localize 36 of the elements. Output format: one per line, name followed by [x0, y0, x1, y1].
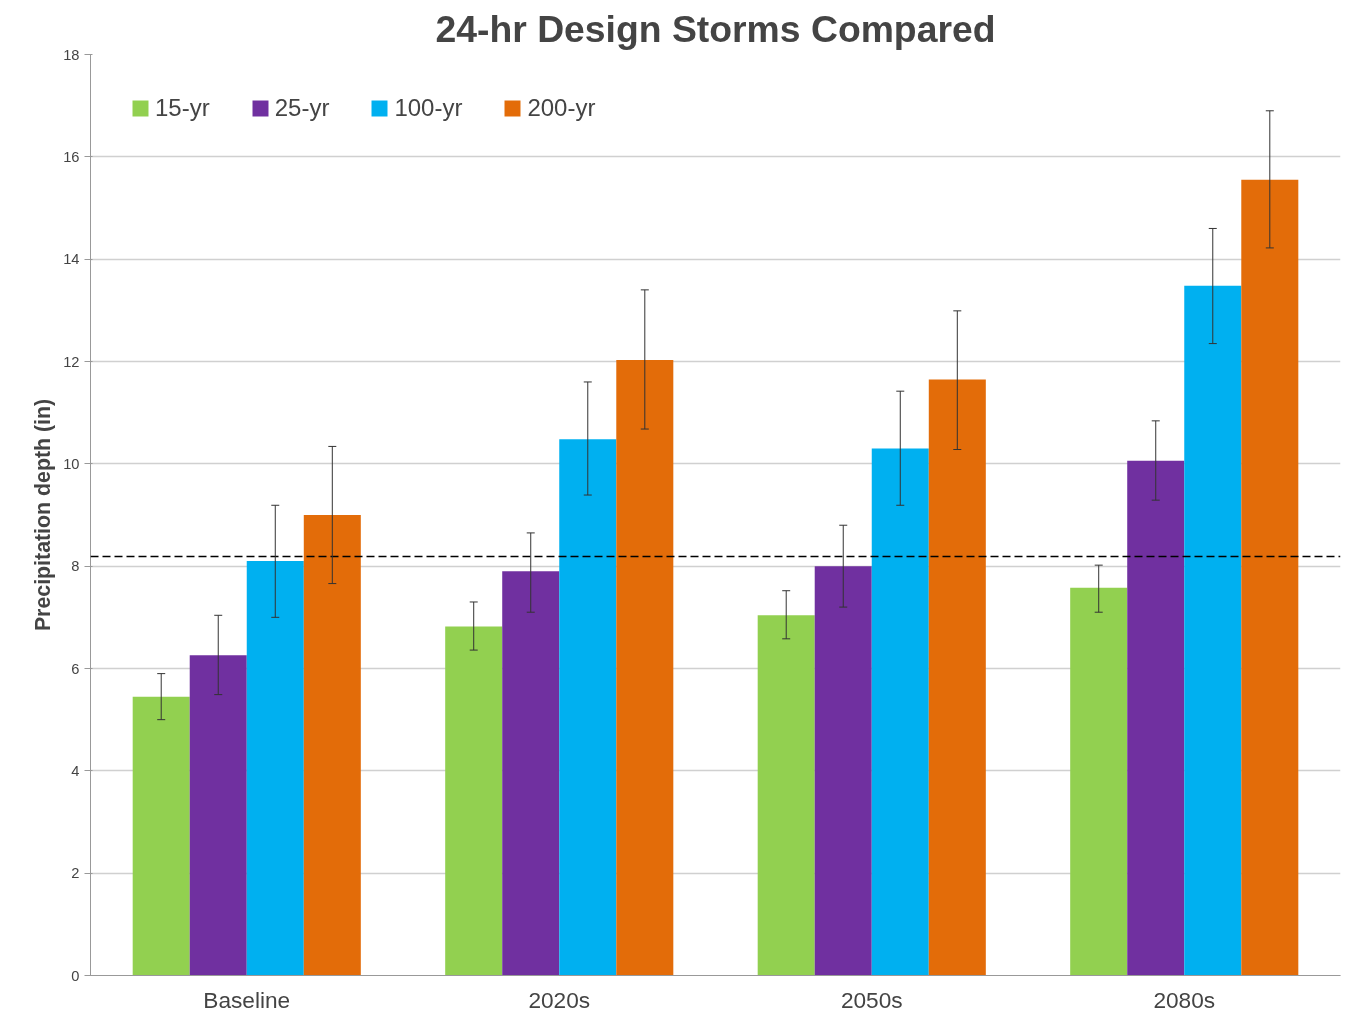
- bar: [303, 515, 361, 976]
- bar: [132, 696, 190, 976]
- bar: [559, 439, 617, 976]
- y-tick-label: 16: [63, 148, 80, 165]
- legend-label: 100-yr: [394, 94, 463, 122]
- x-tick-label: 2050s: [840, 986, 903, 1013]
- y-tick-label: 12: [63, 353, 80, 370]
- bar: [1070, 587, 1128, 976]
- y-tick-label: 8: [71, 558, 80, 575]
- bar: [928, 379, 986, 976]
- y-tick-label: 10: [63, 455, 80, 472]
- bar: [189, 655, 247, 976]
- legend-label: 15-yr: [155, 94, 210, 122]
- y-tick-label: 4: [71, 762, 80, 779]
- y-axis-title: Precipitation depth (in): [31, 398, 56, 632]
- bar: [246, 561, 304, 976]
- y-tick-label: 2: [71, 865, 80, 882]
- bar: [871, 448, 929, 976]
- bar: [814, 566, 872, 976]
- legend-label: 25-yr: [274, 94, 330, 122]
- x-tick-label: 2020s: [528, 986, 591, 1013]
- y-tick-label: 6: [71, 660, 80, 677]
- y-tick-label: 0: [71, 967, 80, 984]
- bar: [445, 626, 503, 976]
- legend-label: 200-yr: [527, 94, 596, 122]
- bar: [502, 571, 560, 976]
- y-tick-label: 14: [63, 251, 80, 268]
- bar: [1241, 179, 1299, 976]
- bar: [1127, 460, 1185, 976]
- y-tick-label: 18: [63, 46, 80, 63]
- bar: [616, 359, 674, 976]
- chart-title: 24-hr Design Storms Compared: [435, 7, 996, 50]
- x-tick-label: Baseline: [203, 986, 291, 1013]
- bar: [1184, 285, 1242, 976]
- bar: [757, 615, 815, 976]
- x-tick-label: 2080s: [1153, 986, 1216, 1013]
